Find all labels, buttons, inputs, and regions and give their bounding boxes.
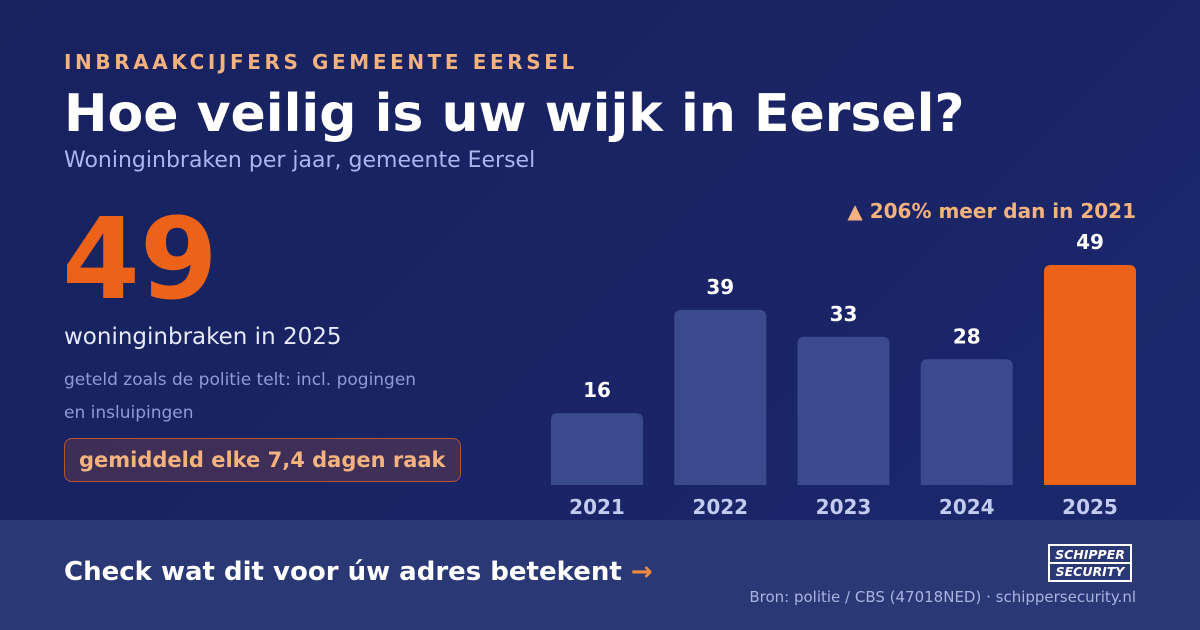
bar-2025 — [1044, 264, 1136, 485]
logo-line-2: SECURITY — [1055, 564, 1125, 580]
data-label-2023: 33 — [830, 302, 858, 326]
bar-2024 — [920, 359, 1013, 485]
data-label-2022: 39 — [706, 275, 734, 299]
highlight-label: woninginbraken in 2025 — [64, 324, 342, 350]
logo-line-1: SCHIPPER — [1050, 546, 1130, 565]
x-tick-2023: 2023 — [816, 495, 872, 519]
highlight-number: 49 — [62, 195, 218, 325]
x-tick-2024: 2024 — [939, 495, 995, 519]
page-subtitle: Woninginbraken per jaar, gemeente Eersel — [64, 148, 536, 173]
bar-2021 — [551, 413, 643, 485]
change-label: ▲ 206% meer dan in 2021 — [847, 199, 1136, 223]
x-tick-2022: 2022 — [692, 495, 748, 519]
highlight-note: geteld zoals de politie telt: incl. pogi… — [64, 370, 417, 423]
bar-2023 — [797, 336, 890, 485]
page-title: Hoe veilig is uw wijk in Eersel? — [64, 84, 965, 144]
footer-bar: Check wat dit voor úw adres betekent → S… — [0, 520, 1200, 630]
data-label-2021: 16 — [583, 378, 611, 402]
cta-link[interactable]: Check wat dit voor úw adres betekent → — [64, 557, 653, 587]
cta-text[interactable]: Check wat dit voor úw adres betekent — [64, 557, 622, 587]
bar-chart: 16 2021 39 2022 33 2023 28 2024 49 2025 — [551, 230, 1136, 519]
frequency-badge: gemiddeld elke 7,4 dagen raak — [64, 438, 461, 482]
brand-logo: SCHIPPER SECURITY — [1048, 544, 1132, 583]
data-label-2025: 49 — [1076, 230, 1104, 254]
data-label-2024: 28 — [953, 324, 981, 348]
x-tick-2021: 2021 — [569, 495, 625, 519]
arrow-right-icon: → — [630, 557, 653, 587]
eyebrow-label: INBRAAKCIJFERS GEMEENTE EERSEL — [64, 50, 578, 74]
bar-2022 — [674, 309, 767, 485]
x-tick-2025: 2025 — [1062, 495, 1118, 519]
source-note: Bron: politie / CBS (47018NED) · schippe… — [749, 588, 1136, 606]
